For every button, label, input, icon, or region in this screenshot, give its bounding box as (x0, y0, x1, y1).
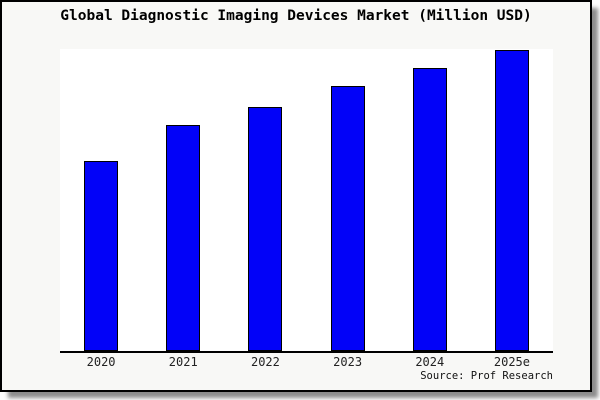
x-tick-label-2021: 2021 (168, 355, 198, 369)
bar-2021 (166, 125, 201, 351)
bar-slot-2025e (471, 49, 553, 351)
bars-row (60, 49, 553, 351)
bar-slot-2021 (142, 49, 224, 351)
bar-2025e (494, 50, 529, 351)
bar-2020 (84, 161, 119, 351)
bar-slot-2023 (307, 49, 389, 351)
bar-slot-2022 (224, 49, 306, 351)
bar-2022 (248, 107, 283, 351)
bar-slot-2024 (389, 49, 471, 351)
x-axis-labels: 2020 2021 2022 2023 2024 2025e (60, 355, 553, 369)
x-tick-label-2025e: 2025e (493, 355, 530, 369)
x-tick-label-2020: 2020 (86, 355, 116, 369)
chart-title: Global Diagnostic Imaging Devices Market… (60, 8, 532, 24)
x-tick-label-2023: 2023 (333, 355, 363, 369)
bar-2023 (330, 86, 365, 351)
chart-window: Global Diagnostic Imaging Devices Market… (0, 0, 592, 392)
source-note: Source: Prof Research (420, 370, 553, 382)
bar-2024 (412, 68, 447, 351)
bar-slot-2020 (60, 49, 142, 351)
plot-area (60, 49, 553, 353)
x-tick-label-2024: 2024 (415, 355, 445, 369)
x-tick-label-2022: 2022 (250, 355, 280, 369)
